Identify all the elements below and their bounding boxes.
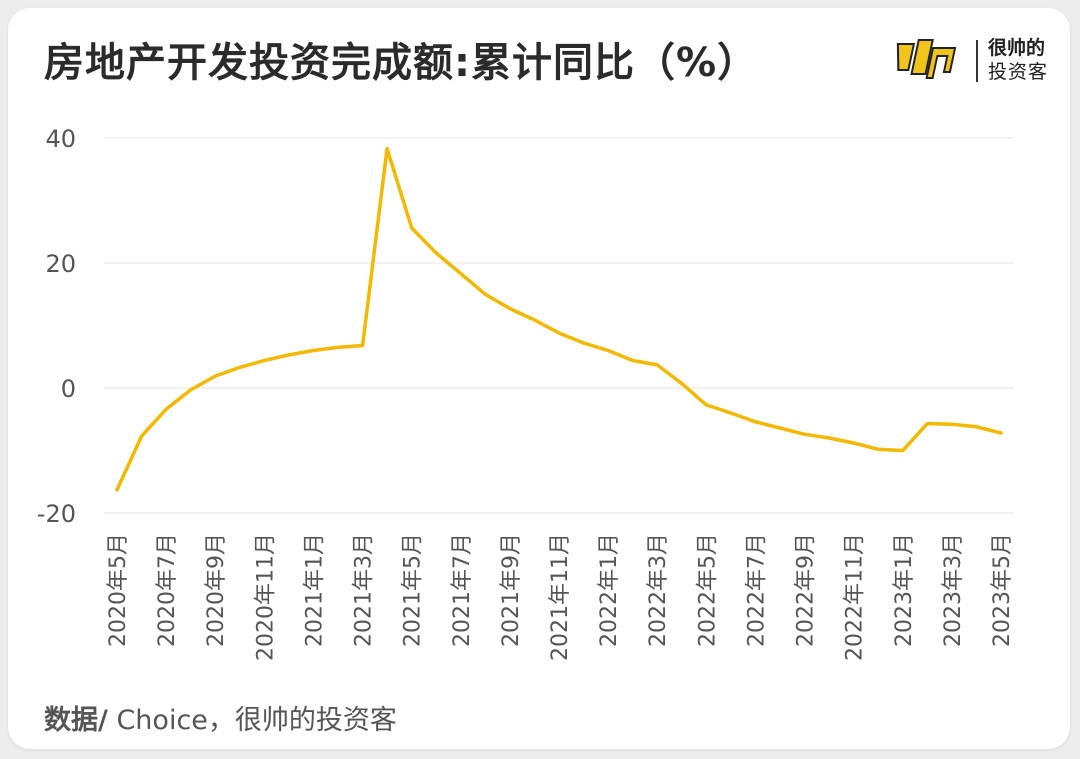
- data-point: [631, 358, 635, 363]
- x-tick-label: 2023年1月: [892, 533, 917, 647]
- chart-title: 房地产开发投资完成额:累计同比（%）: [44, 40, 759, 86]
- data-point: [704, 403, 708, 407]
- x-tick-label: 2022年3月: [646, 533, 671, 647]
- x-tick-label: 2022年9月: [794, 533, 819, 647]
- brand-logo: 很帅的 投资客: [886, 34, 1071, 90]
- data-point: [483, 292, 487, 296]
- data-point: [287, 353, 291, 357]
- x-tick-label: 2020年11月: [253, 533, 278, 661]
- data-point: [508, 307, 512, 311]
- x-tick-label: 2021年7月: [450, 533, 475, 647]
- data-point: [385, 147, 389, 151]
- y-tick-label: 0: [61, 375, 76, 403]
- data-point: [581, 341, 586, 345]
- data-point: [557, 331, 561, 335]
- x-tick-label: 2021年5月: [401, 533, 426, 647]
- x-tick-label: 2020年9月: [204, 533, 229, 647]
- data-point: [802, 432, 807, 436]
- data-point: [238, 365, 242, 369]
- brand-name-line1: 很帅的: [988, 37, 1046, 59]
- data-point: [876, 447, 880, 451]
- data-point: [852, 441, 856, 445]
- data-point: [778, 426, 782, 430]
- y-tick-label: 40: [45, 125, 76, 153]
- data-point: [213, 374, 217, 378]
- chart-card: 房地产开发投资完成额:累计同比（%） 很帅的 投资客 40 20 0 -20 2020年…: [8, 8, 1070, 749]
- data-point: [189, 388, 193, 392]
- data-point: [753, 420, 758, 424]
- data-point: [164, 407, 168, 411]
- x-tick-label: 2022年5月: [695, 533, 720, 647]
- x-tick-label: 2022年11月: [843, 533, 868, 661]
- data-point: [532, 318, 537, 322]
- source-label: 数据/: [44, 705, 108, 736]
- data-point: [901, 448, 905, 453]
- data-point: [974, 425, 979, 429]
- x-tick-label: 2020年7月: [155, 533, 180, 647]
- logo-divider: [976, 40, 978, 82]
- data-point: [115, 488, 119, 492]
- data-source: 数据/ Choice，很帅的投资客: [44, 698, 397, 737]
- data-point: [950, 422, 954, 426]
- data-point: [925, 422, 929, 426]
- source-text: Choice，很帅的投资客: [107, 705, 397, 736]
- x-tick-label: 2022年7月: [744, 533, 769, 647]
- data-point: [655, 363, 659, 367]
- data-point: [606, 348, 610, 353]
- brand-name: 很帅的 投资客: [988, 36, 1048, 84]
- data-point: [360, 343, 365, 348]
- data-point: [311, 348, 316, 353]
- data-point: [680, 382, 684, 386]
- x-tick-label: 2021年9月: [499, 533, 524, 647]
- data-point: [459, 272, 463, 276]
- y-tick-label: -20: [37, 500, 76, 528]
- x-tick-label: 2021年11月: [548, 533, 573, 661]
- data-point: [410, 226, 414, 230]
- line-chart: 40 20 0 -20 2020年5月 2020年7月 2020年9月 2020年11月 202…: [37, 125, 1015, 661]
- data-point: [139, 434, 144, 438]
- data-point: [336, 345, 340, 349]
- data-point: [262, 358, 266, 363]
- data-point: [434, 251, 438, 255]
- x-tick-label: 2020年5月: [106, 533, 131, 647]
- x-tick-label: 2021年3月: [352, 533, 377, 647]
- data-point: [729, 411, 733, 415]
- x-tick-label: 2023年5月: [990, 533, 1015, 647]
- brand-name-line2: 投资客: [988, 61, 1049, 83]
- data-point: [999, 431, 1003, 435]
- y-tick-label: 20: [45, 250, 76, 278]
- x-tick-label: 2023年3月: [941, 533, 966, 647]
- x-tick-label: 2021年1月: [302, 533, 327, 647]
- data-point: [827, 436, 831, 440]
- brand-mark-icon: [896, 39, 957, 79]
- series-line: [115, 146, 1003, 492]
- x-tick-label: 2022年1月: [597, 533, 622, 647]
